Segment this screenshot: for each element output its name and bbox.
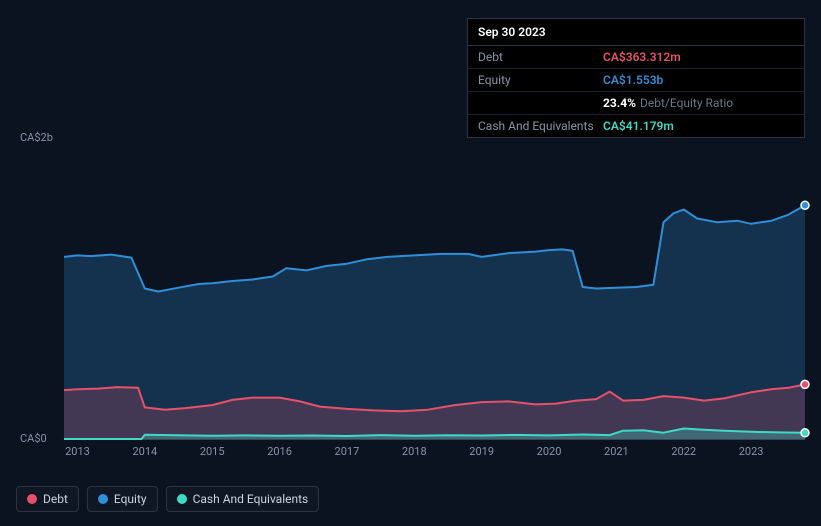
tooltip-ratio-label: Debt/Equity Ratio	[640, 96, 733, 110]
tooltip-value-debt: CA$363.312m	[603, 50, 681, 64]
tooltip-label-cash: Cash And Equivalents	[478, 119, 603, 133]
x-axis-label: 2023	[739, 445, 764, 458]
x-axis-label: 2019	[469, 445, 494, 458]
tooltip-row-debt: Debt CA$363.312m	[468, 46, 804, 69]
x-axis-label: 2020	[537, 445, 562, 458]
legend-label-cash: Cash And Equivalents	[193, 492, 309, 506]
tooltip-value-cash: CA$41.179m	[603, 119, 674, 133]
x-axis-label: 2017	[335, 445, 360, 458]
tooltip-label-debt: Debt	[478, 50, 603, 64]
tooltip-date: Sep 30 2023	[468, 19, 804, 46]
plot-area: 2013201420152016201720182019202020212022…	[64, 138, 805, 440]
legend-item-cash[interactable]: Cash And Equivalents	[166, 486, 320, 512]
chart-legend: Debt Equity Cash And Equivalents	[16, 486, 319, 512]
plot-svg	[64, 138, 805, 439]
tooltip-ratio-value: 23.4%	[603, 96, 636, 110]
legend-dot-debt	[27, 494, 37, 504]
legend-item-equity[interactable]: Equity	[87, 486, 158, 512]
tooltip-label-equity: Equity	[478, 73, 603, 87]
x-axis-label: 2018	[402, 445, 427, 458]
legend-label-equity: Equity	[114, 492, 147, 506]
series-end-marker-equity	[801, 201, 809, 209]
x-axis-label: 2013	[65, 445, 90, 458]
legend-dot-cash	[177, 494, 187, 504]
y-axis-label: CA$2b	[20, 131, 53, 144]
x-axis-label: 2016	[267, 445, 292, 458]
chart-tooltip: Sep 30 2023 Debt CA$363.312m Equity CA$1…	[467, 18, 805, 138]
tooltip-row-equity: Equity CA$1.553b	[468, 69, 804, 92]
x-axis-label: 2022	[671, 445, 696, 458]
x-axis-label: 2015	[200, 445, 225, 458]
series-end-marker-debt	[801, 380, 809, 388]
tooltip-value-equity: CA$1.553b	[603, 73, 663, 87]
x-axis-label: 2021	[604, 445, 629, 458]
y-axis-label: CA$0	[20, 432, 47, 445]
tooltip-row-cash: Cash And Equivalents CA$41.179m	[468, 115, 804, 137]
debt-equity-chart[interactable]: 2013 2014 2015 2016 2017 2018 2019 2020 2021 2022…	[16, 124, 805, 476]
legend-item-debt[interactable]: Debt	[16, 486, 79, 512]
legend-label-debt: Debt	[43, 492, 68, 506]
legend-dot-equity	[98, 494, 108, 504]
tooltip-row-ratio: 23.4% Debt/Equity Ratio	[468, 92, 804, 115]
tooltip-label-ratio	[478, 96, 603, 110]
series-end-marker-cash	[801, 429, 809, 437]
x-axis-label: 2014	[132, 445, 157, 458]
